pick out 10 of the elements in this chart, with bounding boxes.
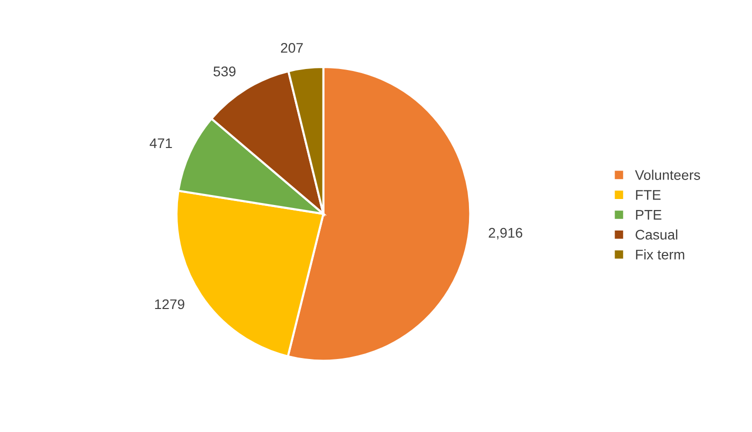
data-label: 207 (280, 42, 303, 53)
legend-label: Volunteers (634, 170, 700, 180)
data-label: 471 (150, 138, 172, 148)
legend-label: FTE (636, 190, 661, 200)
legend-label: PTE (636, 210, 662, 220)
legend-label: Fix term (636, 249, 684, 260)
data-label: 2,916 (488, 228, 522, 240)
data-label: 1279 (155, 299, 184, 310)
data-label: 539 (214, 66, 236, 76)
legend-label: Casual (636, 229, 678, 240)
